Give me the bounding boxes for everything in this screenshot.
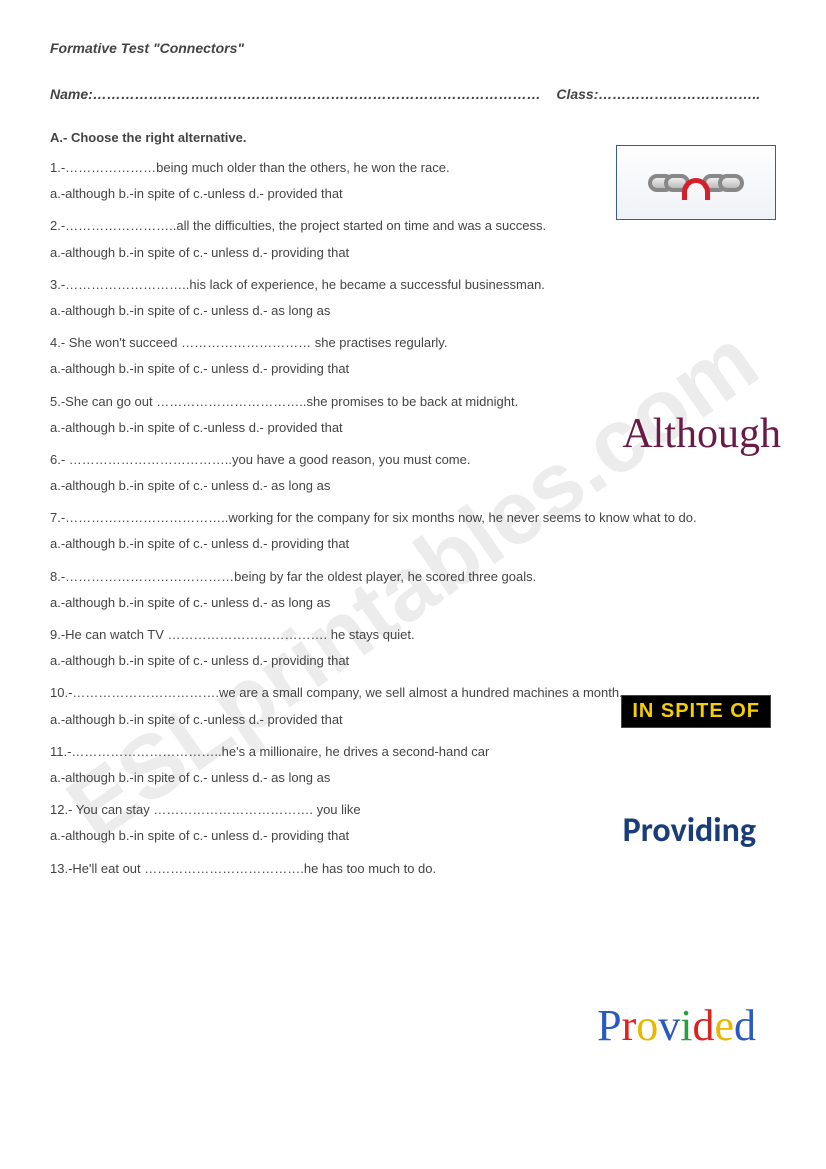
chain-broken-icon <box>682 178 710 200</box>
question-text: 8.-…………………………………being by far the oldest … <box>50 568 776 586</box>
page-content: Formative Test "Connectors" Name:…………………… <box>50 40 776 878</box>
class-label: Class: <box>556 86 598 102</box>
question-options: a.-although b.-in spite of c.- unless d.… <box>50 244 776 262</box>
class-dots: …………………………….. <box>598 86 760 102</box>
question-options: a.-although b.-in spite of c.- unless d.… <box>50 535 776 553</box>
question-text: 4.- She won't succeed ………………………… she pra… <box>50 334 776 352</box>
chain-image <box>616 145 776 220</box>
question-options: a.-although b.-in spite of c.- unless d.… <box>50 360 776 378</box>
question-options: a.-although b.-in spite of c.- unless d.… <box>50 594 776 612</box>
section-a-title: A.- Choose the right alternative. <box>50 130 776 145</box>
question-options: a.-although b.-in spite of c.- unless d.… <box>50 477 776 495</box>
decoration-providing: Providing <box>623 810 756 851</box>
questions-container: 1.-…………………being much older than the othe… <box>50 159 776 878</box>
decoration-in-spite-of: IN SPITE OF <box>621 695 771 728</box>
question-text: 2.-……………………..all the difficulties, the p… <box>50 217 776 235</box>
name-class-line: Name:…………………………………………………………………………………… Cl… <box>50 86 776 102</box>
question-options: a.-although b.-in spite of c.- unless d.… <box>50 302 776 320</box>
name-label: Name: <box>50 86 93 102</box>
question-options: a.-although b.-in spite of c.- unless d.… <box>50 652 776 670</box>
question-text: 9.-He can watch TV ………………………………. he stay… <box>50 626 776 644</box>
name-dots: …………………………………………………………………………………… <box>93 86 541 102</box>
chain-link-icon <box>718 174 744 192</box>
decoration-provided: Provided <box>597 1000 756 1051</box>
question-text: 7.-………………………………..working for the company… <box>50 509 776 527</box>
test-title: Formative Test "Connectors" <box>50 40 776 56</box>
decoration-although: Although <box>622 410 781 458</box>
question-text: 3.-………………………..his lack of experience, he… <box>50 276 776 294</box>
question-text: 13.-He'll eat out ……………………………….he has to… <box>50 860 776 878</box>
question-options: a.-although b.-in spite of c.- unless d.… <box>50 769 776 787</box>
question-text: 11.-……………………………..he's a millionaire, he … <box>50 743 776 761</box>
question-text: 5.-She can go out ……………………………..she promi… <box>50 393 776 411</box>
